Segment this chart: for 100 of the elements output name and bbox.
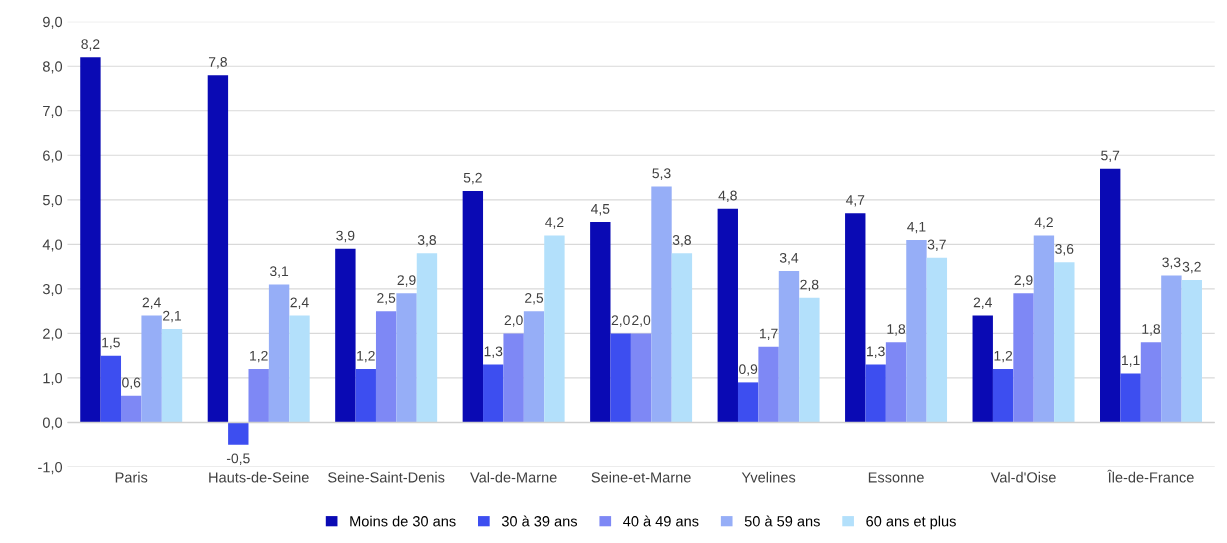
data-label: 1,8	[1142, 324, 1161, 336]
data-label: 3,7	[927, 239, 946, 252]
data-label: 2,0	[504, 315, 523, 327]
bar	[121, 395, 142, 423]
y-tick-label: 2,0	[43, 328, 63, 341]
bar	[590, 222, 611, 423]
bar	[737, 382, 759, 423]
bar	[992, 369, 1014, 423]
data-label: 3,6	[1055, 244, 1074, 256]
bar	[228, 422, 249, 445]
bar	[462, 190, 484, 423]
bar	[248, 369, 269, 423]
bar	[483, 364, 504, 423]
x-tick-label: Paris	[115, 471, 148, 483]
data-label: 2,4	[142, 297, 161, 309]
data-label: 1,3	[484, 346, 503, 358]
data-label: 1,2	[357, 350, 375, 363]
bar	[906, 239, 927, 423]
bar	[141, 315, 162, 423]
x-tick-label: Seine-et-Marne	[591, 471, 691, 483]
data-label: 2,5	[525, 293, 544, 305]
bar	[799, 297, 820, 423]
data-label: 7,8	[208, 57, 227, 69]
bar	[758, 346, 779, 423]
bar	[610, 333, 631, 423]
data-label: 2,0	[611, 315, 630, 327]
bar	[335, 248, 356, 423]
x-tick-label: Île-de-France	[1107, 469, 1194, 483]
bar	[926, 257, 948, 423]
data-label: 5,3	[652, 168, 671, 180]
bar	[1140, 342, 1162, 423]
y-tick-label: -1,0	[38, 462, 63, 475]
bar	[865, 364, 886, 423]
bar	[207, 75, 229, 423]
bar	[885, 342, 907, 423]
data-label: 3,2	[1182, 261, 1201, 274]
data-label: 3,8	[417, 235, 437, 247]
y-tick-label: 9,0	[43, 16, 63, 29]
data-label: 2,5	[377, 293, 396, 305]
bar	[1033, 235, 1055, 423]
data-label: 4,1	[907, 221, 926, 234]
data-label: 2,4	[973, 297, 992, 309]
legend-label: 60 ans et plus	[866, 515, 956, 530]
data-label: 2,4	[290, 297, 309, 309]
data-label: 4,7	[845, 195, 865, 207]
data-label: 2,9	[1014, 275, 1033, 287]
bar	[671, 253, 693, 423]
bar	[100, 355, 122, 423]
data-label: 1,7	[759, 328, 778, 341]
bar	[416, 253, 438, 423]
data-label: 3,3	[1162, 257, 1181, 269]
bar	[972, 315, 993, 423]
bar	[651, 186, 672, 423]
data-label: 3,9	[336, 230, 355, 243]
bar	[503, 333, 524, 423]
bar	[1181, 279, 1202, 423]
data-label: 2,8	[800, 279, 819, 292]
data-label: 0,6	[122, 377, 141, 390]
data-label: 2,1	[163, 310, 181, 323]
bar	[1100, 168, 1121, 423]
data-label: 1,2	[250, 350, 268, 363]
y-tick-label: 5,0	[42, 194, 63, 207]
data-label: 8,2	[81, 39, 100, 51]
x-tick-label: Essonne	[868, 472, 924, 483]
legend-label: 50 à 59 ans	[744, 515, 820, 527]
bar	[161, 328, 183, 423]
legend-label: 40 à 49 ans	[623, 515, 699, 527]
data-label: 4,8	[718, 190, 737, 203]
y-tick-label: 4,0	[42, 239, 63, 252]
bar	[80, 57, 101, 423]
data-label: 1,2	[994, 350, 1013, 363]
data-label: 3,8	[672, 235, 691, 247]
y-tick-label: 1,0	[43, 373, 63, 386]
bar	[1054, 262, 1075, 423]
bar	[717, 208, 738, 423]
y-tick-label: 6,0	[43, 150, 63, 163]
data-label: 2,9	[397, 275, 416, 287]
data-label: 3,1	[269, 266, 289, 278]
data-label: 1,1	[1122, 355, 1140, 367]
legend-label: 30 à 39 ans	[501, 515, 578, 527]
bar	[268, 284, 290, 423]
x-tick-label: Val-de-Marne	[470, 471, 557, 483]
data-label: 2,0	[632, 315, 651, 327]
bar	[630, 333, 652, 423]
data-label: 3,4	[779, 252, 799, 265]
bar	[396, 293, 417, 423]
data-label: 4,5	[590, 204, 610, 216]
x-tick-label: Hauts-de-Seine	[209, 471, 309, 483]
bar	[1161, 275, 1182, 423]
data-label: 4,2	[545, 217, 564, 229]
x-tick-label: Yvelines	[741, 471, 796, 483]
data-label: 1,8	[887, 324, 906, 336]
y-tick-label: 8,0	[42, 61, 63, 74]
bar	[845, 213, 866, 423]
bar	[375, 311, 397, 423]
bar	[289, 315, 310, 423]
bar	[778, 271, 800, 423]
bar	[544, 235, 565, 423]
data-label: 1,5	[102, 337, 120, 349]
bar	[1013, 293, 1034, 423]
